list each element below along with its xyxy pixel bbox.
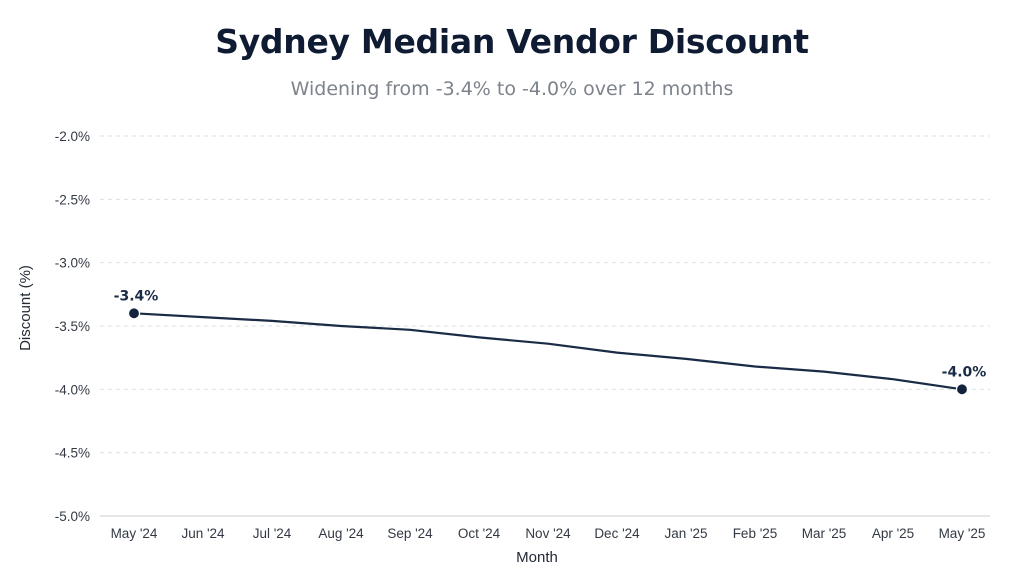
y-tick-label: -3.0% [55,256,90,271]
y-tick-label: -4.0% [55,382,90,397]
y-tick-label: -5.0% [55,509,90,524]
chart-title: Sydney Median Vendor Discount [215,22,809,61]
x-tick-label: Sep '24 [387,526,433,541]
x-axis-title: Month [516,549,558,566]
data-point [127,307,141,320]
x-tick-labels: May '24 Jun '24 Jul '24 Aug '24 Sep '24 Oct '… [111,526,986,541]
x-tick-label: Oct '24 [458,526,501,541]
series-line [132,312,964,391]
x-tick-label: Mar '25 [802,526,847,541]
data-labels: -3.4% -4.0% [114,288,987,380]
x-tick-label: Aug '24 [318,526,364,541]
gridlines [100,135,990,454]
y-tick-label: -3.5% [55,319,90,334]
y-tick-label: -2.5% [55,192,90,207]
y-tick-labels: -2.0% -2.5% -3.0% -3.5% -4.0% -4.5% -5.0% [55,129,90,524]
x-tick-label: May '24 [111,526,158,541]
y-tick-label: -2.0% [55,129,90,144]
data-label: -3.4% [114,288,159,304]
x-tick-label: Jul '24 [253,526,292,541]
x-tick-label: Feb '25 [733,526,778,541]
data-point [955,383,969,396]
x-tick-label: Dec '24 [594,526,640,541]
x-tick-label: May '25 [939,526,986,541]
data-label: -4.0% [942,364,987,380]
chart-subtitle: Widening from -3.4% to -4.0% over 12 mon… [290,78,734,100]
x-tick-label: Jan '25 [664,526,707,541]
y-axis-title: Discount (%) [17,265,34,351]
y-tick-label: -4.5% [55,446,90,461]
x-tick-label: Apr '25 [872,526,914,541]
x-tick-label: Jun '24 [181,526,225,541]
x-tick-label: Nov '24 [525,526,571,541]
series [127,307,969,396]
